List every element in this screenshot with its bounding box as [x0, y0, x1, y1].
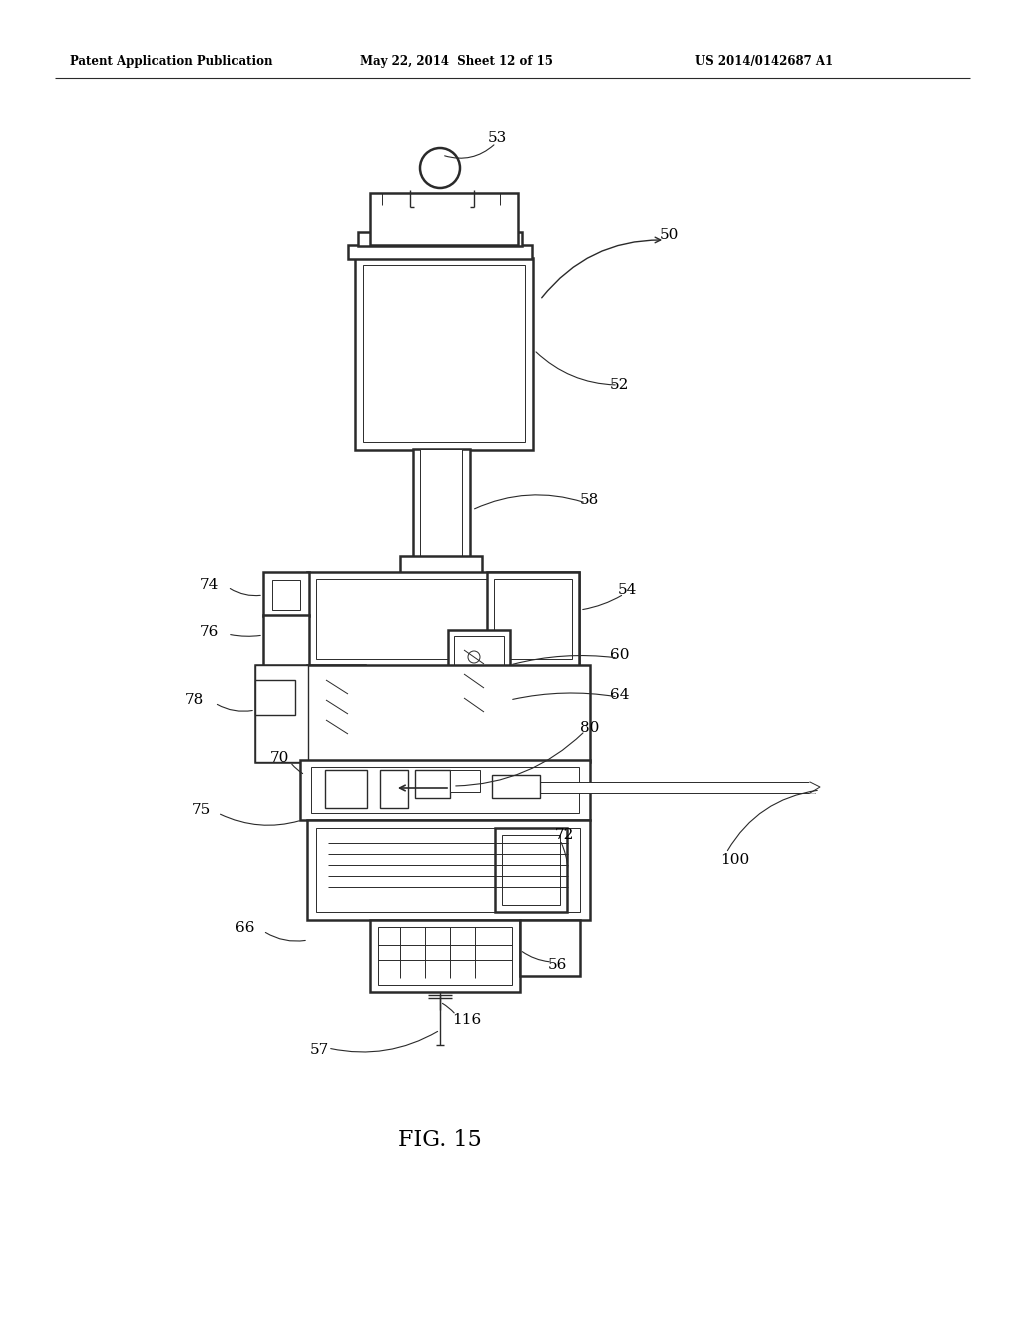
Text: 50: 50 [660, 228, 679, 242]
Text: 72: 72 [555, 828, 574, 842]
Text: 78: 78 [185, 693, 204, 708]
Text: 76: 76 [200, 624, 219, 639]
Bar [307, 820, 590, 920]
Bar [358, 232, 522, 246]
Text: 54: 54 [618, 583, 637, 597]
Bar [313, 671, 358, 756]
Text: 52: 52 [610, 378, 630, 392]
Bar [494, 579, 572, 659]
Text: 58: 58 [580, 492, 599, 507]
Bar [300, 760, 590, 820]
Text: 66: 66 [234, 921, 255, 935]
Bar [520, 920, 580, 975]
Bar [355, 257, 534, 450]
Bar [487, 572, 579, 667]
Text: 56: 56 [548, 958, 567, 972]
Bar [380, 770, 408, 808]
Bar [454, 636, 504, 754]
Bar [307, 572, 579, 667]
Text: 116: 116 [452, 1012, 481, 1027]
Bar [255, 680, 295, 715]
Bar [500, 781, 815, 793]
Bar [348, 246, 532, 259]
Bar [492, 775, 540, 799]
Bar [495, 828, 567, 912]
Bar [420, 449, 462, 562]
Text: 60: 60 [610, 648, 630, 663]
Polygon shape [810, 781, 820, 793]
Bar [450, 770, 480, 792]
Text: 53: 53 [488, 131, 507, 145]
Bar [415, 770, 450, 799]
Bar [263, 572, 309, 616]
Text: May 22, 2014  Sheet 12 of 15: May 22, 2014 Sheet 12 of 15 [360, 55, 553, 69]
Text: US 2014/0142687 A1: US 2014/0142687 A1 [695, 55, 834, 69]
Bar [325, 770, 367, 808]
Bar [263, 615, 309, 667]
Bar [400, 556, 482, 574]
Bar [370, 193, 518, 246]
Text: 100: 100 [720, 853, 750, 867]
Text: 57: 57 [310, 1043, 330, 1057]
Bar [316, 828, 580, 912]
Text: 74: 74 [200, 578, 219, 591]
Bar [362, 265, 525, 442]
Bar [449, 630, 510, 760]
Text: 64: 64 [610, 688, 630, 702]
Bar [316, 579, 570, 659]
Bar [255, 665, 308, 762]
Bar [370, 920, 520, 993]
Bar [307, 665, 365, 762]
Text: 80: 80 [580, 721, 599, 735]
Bar [413, 449, 470, 562]
Text: 75: 75 [193, 803, 211, 817]
Bar [378, 927, 512, 985]
Bar [272, 579, 300, 610]
Bar [255, 665, 590, 762]
Text: Patent Application Publication: Patent Application Publication [70, 55, 272, 69]
Text: 70: 70 [270, 751, 290, 766]
Text: FIG. 15: FIG. 15 [398, 1129, 482, 1151]
Bar [502, 836, 560, 906]
Bar [311, 767, 579, 813]
